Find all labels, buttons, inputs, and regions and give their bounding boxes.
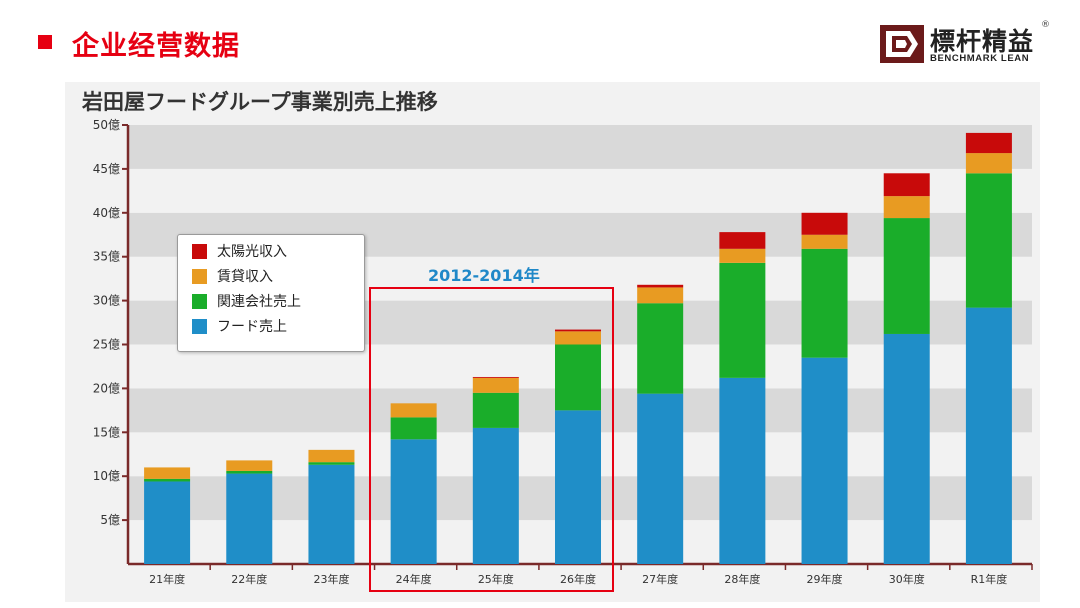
bar-segment <box>390 417 437 440</box>
x-tick-label: 30年度 <box>889 572 925 586</box>
legend-swatch <box>192 318 207 334</box>
legend-label: フード売上 <box>217 319 287 335</box>
bar-segment <box>144 481 191 564</box>
highlight-label: 2012-2014年 <box>428 266 540 285</box>
y-tick-label: 20億 <box>93 381 120 395</box>
bar-segment <box>637 393 684 564</box>
y-tick-label: 30億 <box>93 294 120 308</box>
bar-segment <box>226 470 273 474</box>
legend-item: フード売上 <box>192 316 287 336</box>
legend-item: 賃貸収入 <box>192 266 273 286</box>
bar-segment <box>883 196 930 219</box>
bar-segment <box>308 449 355 463</box>
bar-segment <box>555 410 601 564</box>
y-tick-label: 35億 <box>93 250 120 264</box>
y-tick-label: 10億 <box>93 469 120 483</box>
bar-segment <box>801 248 848 358</box>
grid-band <box>128 125 1032 169</box>
x-tick-label: R1年度 <box>971 572 1008 586</box>
bar-segment <box>883 333 930 564</box>
x-tick-label: 23年度 <box>313 572 349 586</box>
bar-segment <box>308 464 355 564</box>
legend-item: 関連会社売上 <box>192 291 301 311</box>
bar-segment <box>883 218 930 334</box>
x-tick-label: 26年度 <box>560 572 596 586</box>
bar-segment <box>472 377 519 393</box>
legend-label: 賃貸収入 <box>217 269 273 285</box>
bar-segment <box>965 132 1012 154</box>
y-tick-label: 15億 <box>93 425 120 439</box>
legend-swatch <box>192 243 207 259</box>
x-tick-label: 28年度 <box>724 572 760 586</box>
bar-segment <box>637 303 684 394</box>
bar-segment <box>308 462 355 465</box>
bar-segment <box>719 232 766 249</box>
x-tick-label: 29年度 <box>807 572 843 586</box>
bar-segment <box>144 478 191 482</box>
bar-segment <box>637 287 684 304</box>
page-title: 企业经营数据 <box>72 31 240 62</box>
bar-segment <box>637 284 684 288</box>
grid-band <box>128 168 1032 213</box>
x-tick-label: 24年度 <box>396 572 432 586</box>
x-tick-label: 25年度 <box>478 572 514 586</box>
chart-legend: 太陽光収入賃貸収入関連会社売上 フード売上 <box>177 234 365 352</box>
legend-label: 関連会社売上 <box>217 294 301 310</box>
bar-segment <box>144 467 191 479</box>
y-tick-label: 45億 <box>93 162 120 176</box>
legend-swatch <box>192 293 207 309</box>
bar-segment <box>226 473 273 564</box>
x-tick-label: 22年度 <box>231 572 267 586</box>
bar-segment <box>965 307 1012 564</box>
legend-item: 太陽光収入 <box>192 241 287 261</box>
logo-mark-icon <box>880 25 924 63</box>
bar-segment <box>883 173 930 197</box>
bar-segment <box>801 357 848 564</box>
bar-segment <box>555 331 601 345</box>
company-logo: 標杆精益 ® BENCHMARK LEAN <box>880 20 1060 68</box>
bar-segment <box>719 262 766 378</box>
legend-swatch <box>192 268 207 284</box>
bar-segment <box>555 329 601 332</box>
y-tick-label: 5億 <box>100 513 120 527</box>
bar-segment <box>472 427 519 564</box>
bar-segment <box>801 212 848 235</box>
bar-segment <box>965 173 1012 308</box>
y-tick-label: 25億 <box>93 338 120 352</box>
bar-segment <box>390 403 437 418</box>
bar-segment <box>555 344 601 411</box>
header-bullet <box>38 35 52 49</box>
bar-segment <box>472 392 519 428</box>
logo-name-en: BENCHMARK LEAN <box>930 53 1030 64</box>
bar-segment <box>226 460 273 471</box>
x-tick-label: 27年度 <box>642 572 678 586</box>
chart-title: 岩田屋フードグループ事業別売上推移 <box>82 90 438 114</box>
bar-segment <box>801 234 848 249</box>
legend-label: 太陽光収入 <box>217 244 287 260</box>
x-tick-label: 21年度 <box>149 572 185 586</box>
highlight-box <box>369 287 614 592</box>
y-tick-label: 40億 <box>93 206 120 220</box>
bar-segment <box>719 248 766 263</box>
bar-segment <box>390 439 437 564</box>
bar-segment <box>719 377 766 564</box>
bar-segment <box>472 376 519 378</box>
logo-name-cn: 標杆精益 <box>930 27 1035 56</box>
y-tick-label: 50億 <box>93 118 120 132</box>
bar-segment <box>965 153 1012 174</box>
logo-registered-mark: ® <box>1041 20 1050 30</box>
